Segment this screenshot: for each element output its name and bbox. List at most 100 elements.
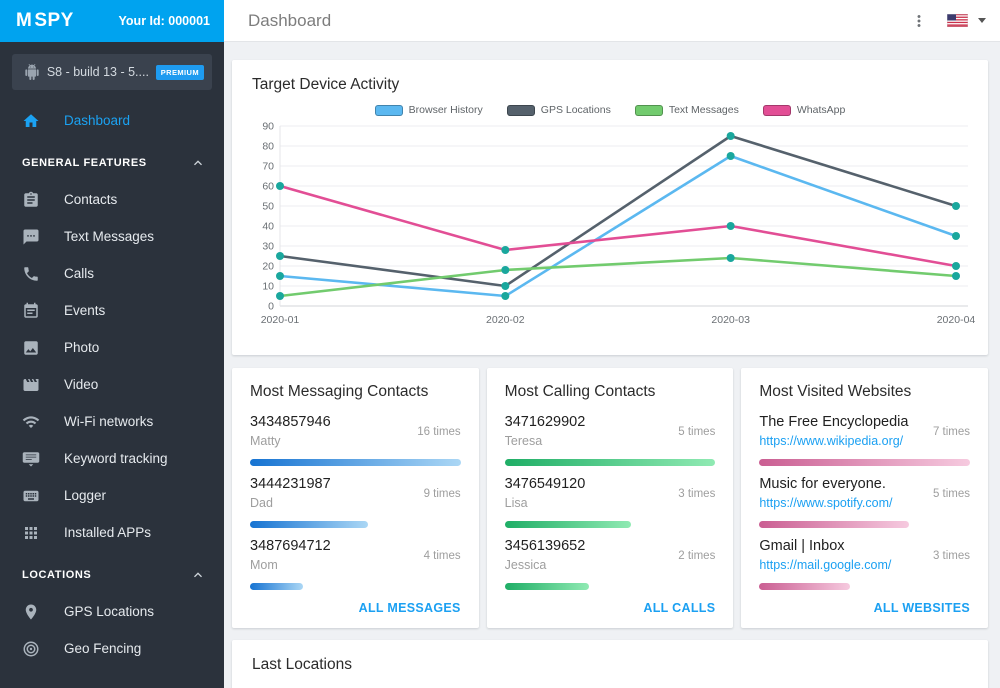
card-title: Most Visited Websites: [759, 383, 912, 400]
svg-text:70: 70: [262, 161, 274, 173]
video-icon: [22, 376, 40, 394]
svg-text:90: 90: [262, 121, 274, 133]
sidebar-section-header[interactable]: LOCATIONS: [0, 557, 224, 593]
legend-swatch: [374, 104, 403, 116]
most-calling-contacts-card: Most Calling Contacts 3471629902 Teresa 5 t…: [486, 368, 734, 628]
item-primary: 3471629902: [504, 414, 586, 430]
legend-label: Text Messages: [668, 104, 739, 116]
list-item: 3471629902 Teresa 5 times: [504, 413, 716, 467]
legend-item-browser-history[interactable]: Browser History: [374, 104, 483, 116]
svg-text:2020-03: 2020-03: [711, 314, 750, 326]
item-primary: Music for everyone.: [759, 476, 886, 493]
item-primary: Gmail | Inbox: [759, 538, 845, 555]
chart-legend: Browser History GPS Locations Text Message…: [252, 104, 968, 116]
legend-label: WhatsApp: [796, 104, 846, 116]
sidebar-item-dashboard[interactable]: Dashboard: [0, 102, 224, 139]
page-title: Dashboard: [248, 10, 332, 30]
legend-item-text-messages[interactable]: Text Messages: [634, 104, 739, 116]
sidebar-item-calls[interactable]: Calls: [0, 255, 224, 292]
contact-name: Dad: [250, 495, 273, 510]
legend-swatch: [506, 104, 535, 116]
all-calls-link[interactable]: ALL CALLS: [643, 601, 716, 616]
legend-label: Browser History: [408, 104, 483, 116]
website-url-link[interactable]: https://www.spotify.com/: [759, 495, 893, 510]
legend-item-whatsapp[interactable]: WhatsApp: [762, 104, 846, 116]
logger-icon: [22, 487, 40, 505]
all-websites-link[interactable]: ALL WEBSITES: [873, 601, 971, 616]
user-id-label: Your Id: 000001: [118, 14, 210, 28]
sidebar-item-installed-apps[interactable]: Installed APPs: [0, 514, 224, 551]
device-name: S8 - build 13 - 5....: [46, 65, 149, 79]
sidebar-item-label: Geo Fencing: [64, 641, 142, 656]
legend-label: GPS Locations: [540, 104, 611, 116]
frequency-bar: [250, 521, 461, 529]
list-item: 3434857946 Matty 16 times: [250, 413, 461, 467]
sidebar-section-header[interactable]: GENERAL FEATURES: [0, 145, 224, 181]
item-primary: 3456139652: [504, 538, 586, 555]
kebab-menu-icon[interactable]: [907, 9, 931, 33]
svg-text:50: 50: [262, 201, 274, 213]
logo-mark: M: [16, 10, 33, 31]
svg-text:0: 0: [268, 301, 274, 313]
geo-fencing-icon: [22, 640, 40, 658]
item-primary: 3434857946: [250, 414, 331, 430]
frequency-bar: [250, 459, 461, 467]
sidebar-item-geo-fencing[interactable]: Geo Fencing: [0, 630, 224, 667]
legend-item-gps-locations[interactable]: GPS Locations: [506, 104, 611, 116]
sidebar-item-logger[interactable]: Logger: [0, 477, 224, 514]
wifi-icon: [22, 413, 40, 431]
us-flag-icon: [947, 14, 968, 27]
line-chart-svg: 0 10 20 30 40 50 60 70 80 90 2020-01 2020-02 2020-03…: [261, 121, 976, 327]
all-messages-link[interactable]: ALL MESSAGES: [358, 601, 461, 616]
language-selector[interactable]: [947, 14, 986, 27]
card-title: Most Messaging Contacts: [250, 383, 429, 400]
list-item: 3487694712 Mom 4 times: [250, 537, 461, 591]
gps-icon: [22, 603, 40, 621]
chevron-up-icon: [190, 155, 206, 171]
sidebar-item-label: Dashboard: [64, 113, 131, 128]
count-label: 3 times: [678, 487, 716, 500]
sidebar-item-wi-fi-networks[interactable]: Wi-Fi networks: [0, 403, 224, 440]
sidebar-item-events[interactable]: Events: [0, 292, 224, 329]
list-item: The Free Encyclopedia https://www.wikiped…: [759, 413, 971, 467]
frequency-bar: [504, 521, 716, 529]
premium-badge: PREMIUM: [155, 64, 204, 80]
chevron-down-icon: [978, 18, 986, 23]
card-title: Most Calling Contacts: [504, 383, 656, 400]
count-label: 7 times: [932, 425, 971, 438]
legend-swatch: [762, 104, 791, 116]
sidebar-item-gps-locations[interactable]: GPS Locations: [0, 593, 224, 630]
sidebar-item-video[interactable]: Video: [0, 366, 224, 403]
sidebar-item-contacts[interactable]: Contacts: [0, 181, 224, 218]
text-messages-icon: [22, 228, 40, 246]
sidebar-item-label: Events: [64, 303, 106, 318]
contacts-icon: [22, 191, 40, 209]
item-primary: 3444231987: [250, 476, 331, 493]
device-selector[interactable]: S8 - build 13 - 5.... PREMIUM: [12, 54, 212, 90]
list-item: 3476549120 Lisa 3 times: [504, 475, 716, 529]
contact-name: Lisa: [504, 495, 528, 510]
website-url-link[interactable]: https://mail.google.com/: [759, 557, 892, 572]
list-item: Gmail | Inbox https://mail.google.com/3 t…: [759, 537, 970, 591]
svg-text:80: 80: [262, 141, 274, 153]
item-primary: 3476549120: [504, 476, 586, 493]
count-label: 9 times: [423, 487, 461, 500]
section-title: LOCATIONS: [22, 569, 92, 581]
most-messaging-contacts-card: Most Messaging Contacts 3434857946 Matty 16…: [232, 368, 479, 628]
sidebar-item-label: Video: [64, 377, 99, 392]
activity-line-chart[interactable]: 0 10 20 30 40 50 60 70 80 90 2020-01 2020-02 2020-03…: [252, 118, 976, 330]
sidebar-item-label: Installed APPs: [64, 525, 152, 540]
events-icon: [22, 302, 40, 320]
sidebar-item-text-messages[interactable]: Text Messages: [0, 218, 224, 255]
svg-text:2020-04: 2020-04: [937, 314, 976, 326]
sidebar-item-photo[interactable]: Photo: [0, 329, 224, 366]
item-primary: The Free Encyclopedia: [759, 414, 909, 430]
svg-text:40: 40: [262, 221, 274, 233]
svg-text:10: 10: [262, 281, 274, 293]
svg-text:20: 20: [262, 261, 274, 273]
sidebar-item-label: Calls: [64, 266, 95, 281]
target-device-activity-card: Target Device Activity Browser History GP…: [232, 60, 988, 355]
website-url-link[interactable]: https://www.wikipedia.org/: [759, 433, 904, 448]
section-title: GENERAL FEATURES: [22, 157, 147, 169]
sidebar-item-keyword-tracking[interactable]: Keyword tracking: [0, 440, 224, 477]
